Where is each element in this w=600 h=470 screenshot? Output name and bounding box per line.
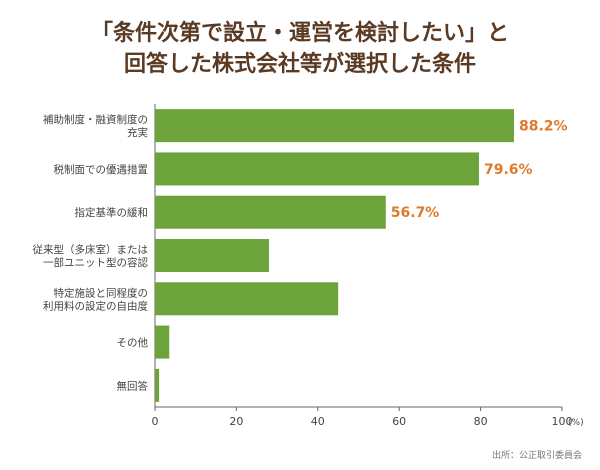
data-label: 88.2% — [519, 119, 568, 135]
category-label: 補助制度・融資制度の — [43, 113, 148, 126]
source-note: 出所：公正取引委員会 — [491, 451, 582, 461]
category-label: 従来型（多床室）または — [33, 243, 149, 256]
bar — [155, 239, 269, 272]
x-tick-label: 60 — [392, 415, 406, 428]
category-label: 指定基準の緩和 — [75, 206, 149, 219]
x-tick-label: 80 — [474, 415, 488, 428]
bar — [155, 152, 479, 186]
x-tick-label: 100 — [552, 415, 573, 428]
chart-title-line-2: 回答した株式会社等が選択した条件 — [123, 52, 476, 77]
category-label: 一部ユニット型の容認 — [43, 256, 148, 269]
category-label: 利用料の設定の自由度 — [43, 299, 148, 312]
category-label: 充実 — [127, 126, 148, 139]
bar — [155, 368, 160, 402]
bar — [155, 195, 386, 229]
category-label: その他 — [117, 336, 149, 349]
x-tick-label: 0 — [152, 415, 159, 428]
category-label: 税制面での優遇措置 — [54, 163, 149, 176]
category-label: 無回答 — [117, 379, 149, 392]
bar — [155, 325, 170, 359]
chart-title: 「条件次第で設立・運営を検討したい」と 回答した株式会社等が選択した条件 — [0, 18, 600, 80]
chart-title-line-1: 「条件次第で設立・運営を検討したい」と — [90, 21, 509, 46]
category-label: 特定施設と同程度の — [54, 286, 149, 299]
data-label: 79.6% — [484, 162, 533, 178]
data-label: 56.7% — [391, 205, 440, 221]
bar — [155, 282, 339, 316]
x-tick-label: 20 — [229, 415, 243, 428]
x-axis-unit: (%) — [568, 418, 584, 428]
bar — [155, 109, 514, 143]
x-tick-label: 40 — [311, 415, 325, 428]
